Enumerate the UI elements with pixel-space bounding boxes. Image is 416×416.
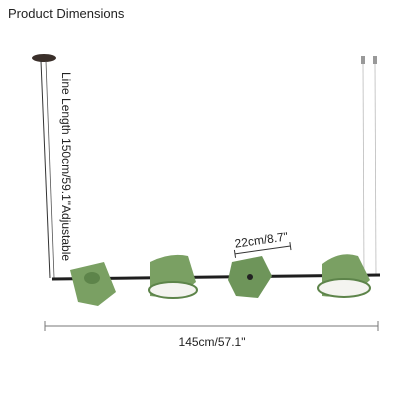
total-length-label: 145cm/57.1" (179, 335, 246, 349)
cable-grip (373, 56, 377, 64)
cable (362, 63, 365, 277)
cable (374, 63, 377, 277)
dimension-tick (233, 249, 237, 258)
title: Product Dimensions (8, 6, 125, 21)
shade (228, 256, 272, 298)
shade (148, 254, 198, 299)
dimension-line (234, 245, 291, 255)
line-length-label: Line Length 150cm/59.1"Adjustable (59, 72, 73, 261)
dimension-tick (289, 242, 292, 251)
cable (40, 60, 51, 279)
shade (70, 262, 116, 306)
cable (45, 60, 55, 279)
shade (317, 254, 371, 298)
cable-grip (361, 56, 365, 64)
canopy (32, 54, 56, 62)
